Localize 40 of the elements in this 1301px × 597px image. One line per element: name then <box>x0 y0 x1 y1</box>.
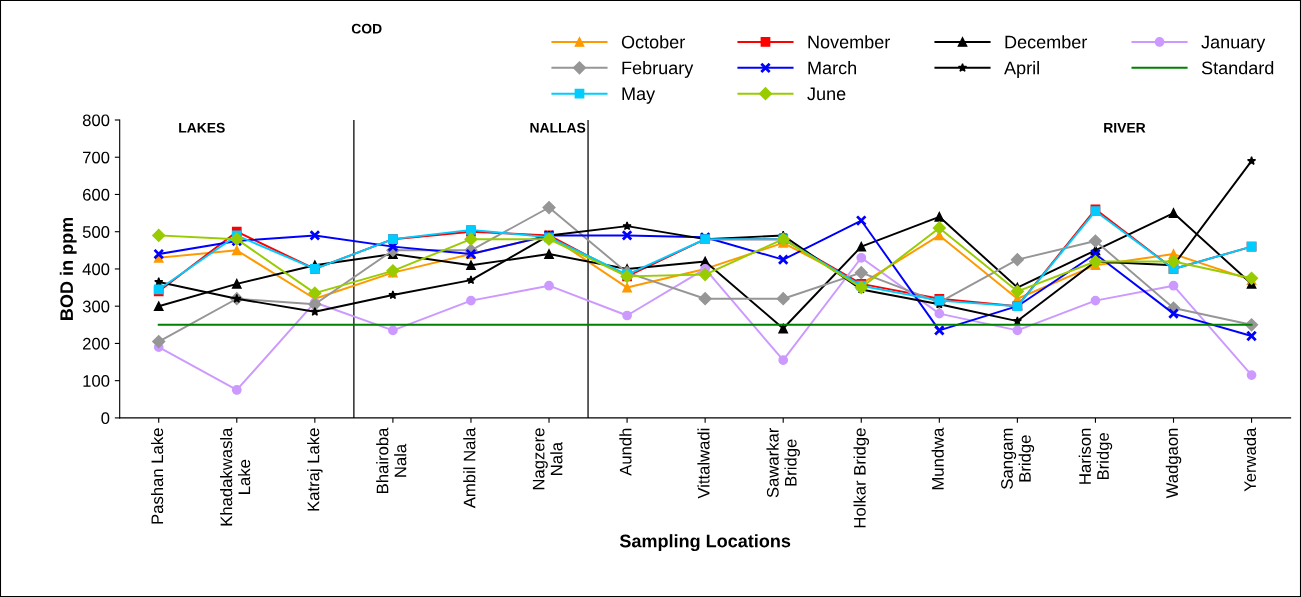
legend-label: June <box>807 87 846 101</box>
legend-label: February <box>622 61 694 78</box>
y-tick-label: 100 <box>83 375 110 387</box>
text: COD <box>351 23 382 34</box>
x-tick-label: Katraj Lake <box>307 428 323 511</box>
x-axis-title: Sampling Locations <box>619 534 791 552</box>
y-tick-label: 800 <box>82 114 110 127</box>
legend-label: May <box>622 87 656 104</box>
x-tick-label: Bhairoba Nala <box>376 427 407 493</box>
annotation: NALLAS <box>530 122 586 133</box>
x-tick-label: Vittalwadi <box>697 428 710 499</box>
x-tick-label: Nagzere Nala <box>532 428 563 490</box>
x-tick-label: Ambil Nala <box>463 427 476 509</box>
x-tick-label: Khadakwasla Lake <box>220 427 251 526</box>
y-tick-label: 600 <box>83 188 110 201</box>
legend-label: December <box>1005 35 1088 49</box>
x-tick-label: Harison Bridge <box>1078 428 1113 484</box>
y-tick-label: 700 <box>83 151 110 164</box>
legend-label: April <box>1004 61 1039 78</box>
legend-label: March <box>808 61 856 75</box>
x-tick-label: Sangam Bridge <box>1001 428 1035 489</box>
y-tick-label: 500 <box>82 226 110 238</box>
x-tick-label: Wadgaon <box>1165 428 1182 499</box>
x-tick-label: Sawarkar Bridge <box>766 427 800 498</box>
annotation: RIVER <box>1104 122 1146 133</box>
x-tick-label: Aundh <box>619 428 632 476</box>
annotation: LAKES <box>179 122 225 133</box>
x-tick-label: Pashan Lake <box>150 428 164 524</box>
x-tick-label: Mundwa <box>931 427 944 490</box>
legend-label: January <box>1201 35 1266 53</box>
y-axis-title: BOD in ppm <box>59 217 77 320</box>
y-tick-label: 300 <box>82 300 110 313</box>
x-tick-label: Holkar Bridge <box>853 428 870 528</box>
legend-label: November <box>808 35 890 49</box>
x-tick-label: Yerwada <box>1243 427 1257 492</box>
legend-label: October <box>621 35 685 49</box>
y-tick-label: 400 <box>82 263 110 276</box>
legend-label: Standard <box>1201 61 1274 75</box>
y-tick-label: 0 <box>101 412 110 425</box>
y-tick-label: 200 <box>83 337 110 350</box>
